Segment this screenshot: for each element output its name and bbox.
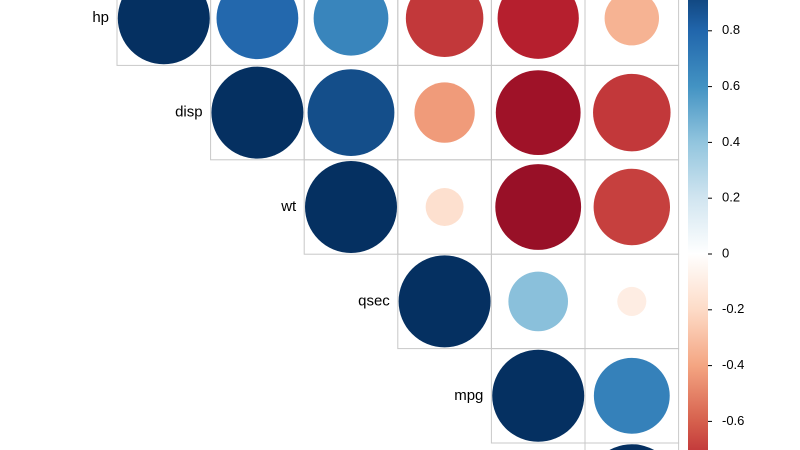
correlation-circle xyxy=(492,349,585,442)
correlation-circle xyxy=(313,0,389,56)
colorbar-tick-label: -0.6 xyxy=(722,413,744,428)
colorbar-tick-label: 0.4 xyxy=(722,134,740,149)
correlation-circle xyxy=(495,70,581,156)
correlation-circle xyxy=(398,255,491,348)
correlation-circle xyxy=(307,69,395,156)
correlation-circle xyxy=(211,66,304,159)
correlation-circle xyxy=(593,168,671,246)
correlation-circle xyxy=(604,0,660,46)
row-label: wt xyxy=(280,198,297,215)
correlation-circle xyxy=(425,188,464,226)
colorbar-tick-label: 0 xyxy=(722,245,729,260)
correlation-circle xyxy=(497,0,579,59)
correlation-circle xyxy=(405,0,484,57)
correlation-circle xyxy=(593,73,671,152)
row-label: hp xyxy=(92,9,109,26)
colorbar-tick-label: -0.4 xyxy=(722,357,744,372)
correlation-circle xyxy=(593,357,670,434)
colorbar-tick-label: 0.2 xyxy=(722,190,740,205)
row-label: disp xyxy=(175,104,203,121)
correlation-circle xyxy=(495,164,582,250)
colorbar xyxy=(688,0,708,450)
correlation-circle xyxy=(609,444,655,450)
correlation-circle xyxy=(414,82,475,143)
colorbar-tick-label: 0.8 xyxy=(722,22,740,37)
row-label: qsec xyxy=(358,292,390,309)
colorbar-tick-label: 0.6 xyxy=(722,78,740,93)
correlation-circle xyxy=(305,161,397,253)
row-label: mpg xyxy=(454,387,483,404)
colorbar-tick-label: -0.2 xyxy=(722,301,744,316)
correlation-circle xyxy=(617,286,647,316)
correlation-circle xyxy=(216,0,299,60)
correlation-circle xyxy=(117,0,210,65)
correlation-circle xyxy=(508,271,569,332)
